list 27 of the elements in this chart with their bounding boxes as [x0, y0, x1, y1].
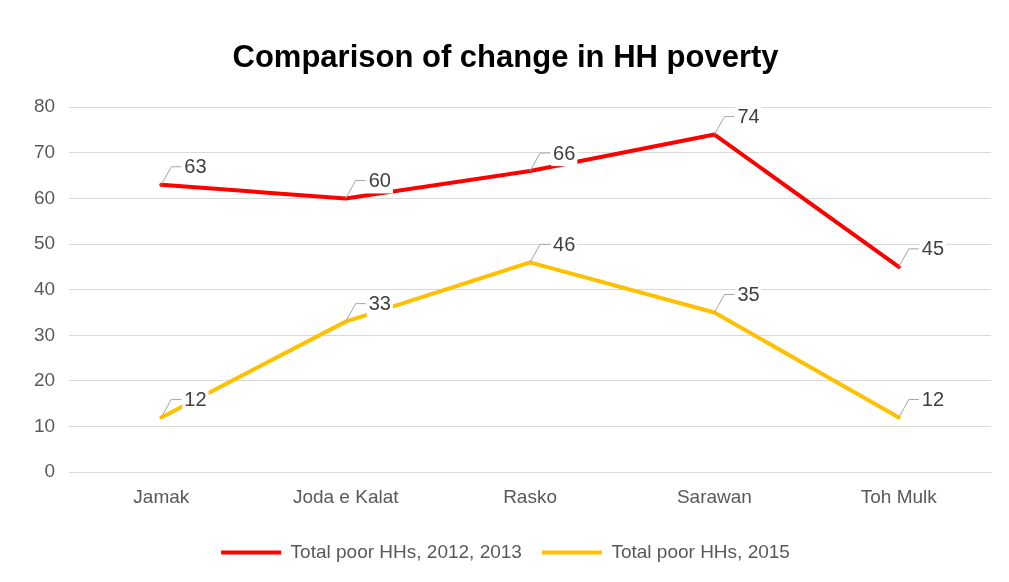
- data-label: 12: [184, 387, 207, 410]
- y-tick-label: 0: [44, 460, 56, 482]
- chart-title: Comparison of change in HH poverty: [232, 39, 780, 75]
- x-tick-label: Jamak: [133, 485, 190, 507]
- data-label: 12: [921, 387, 945, 410]
- x-tick-label: Joda e Kalat: [292, 485, 400, 507]
- y-tick-label: 10: [33, 414, 56, 436]
- data-label: 46: [553, 232, 576, 255]
- x-tick-label: Toh Mulk: [860, 485, 938, 507]
- data-label: 33: [368, 292, 391, 315]
- y-tick-label: 70: [33, 141, 56, 163]
- data-label: 45: [921, 237, 945, 260]
- y-tick-label: 30: [33, 323, 56, 345]
- data-label: 35: [737, 283, 760, 306]
- y-tick-label: 20: [33, 369, 56, 391]
- data-label: 60: [368, 168, 391, 191]
- y-tick-label: 60: [33, 186, 56, 208]
- x-tick-label: Sarawan: [676, 485, 752, 507]
- legend-label: Total poor HHs, 2012, 2013: [290, 540, 522, 562]
- y-tick-label: 40: [33, 277, 56, 299]
- data-label: 74: [737, 105, 760, 128]
- x-tick-label: Rasko: [503, 485, 557, 507]
- legend-label: Total poor HHs, 2015: [611, 540, 790, 562]
- data-label: 66: [553, 141, 576, 164]
- y-tick-label: 80: [33, 95, 56, 117]
- y-tick-label: 50: [33, 232, 56, 254]
- data-label: 63: [184, 155, 207, 178]
